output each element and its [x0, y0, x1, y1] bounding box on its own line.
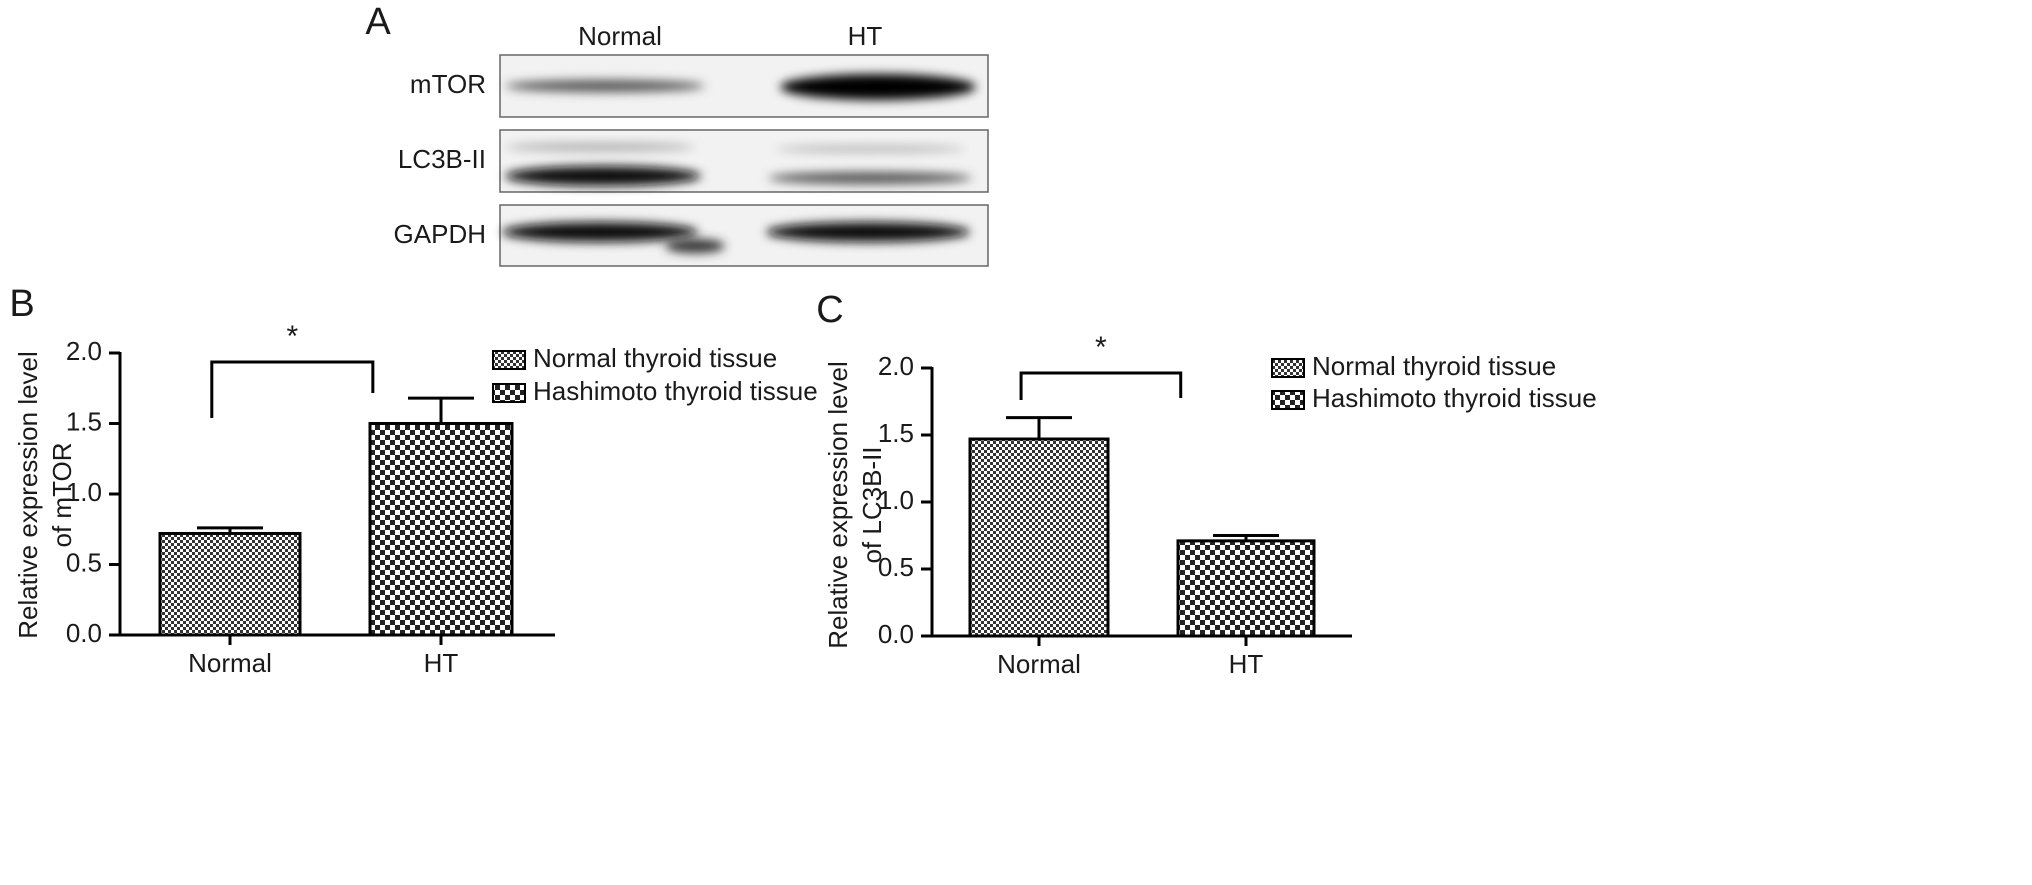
y-tick-label: 0.5 — [66, 547, 102, 577]
legend-swatch — [1271, 390, 1305, 410]
bar — [1176, 539, 1316, 638]
y-axis-label: Relative expression level — [823, 361, 853, 649]
bar — [158, 531, 302, 637]
y-axis-label: Relative expression level — [13, 351, 43, 639]
band-label: mTOR — [410, 69, 486, 99]
band-label: GAPDH — [394, 219, 486, 249]
y-axis-label: of LC3B-II — [857, 446, 887, 563]
lane-label: Normal — [578, 21, 662, 51]
panel-label: C — [816, 289, 843, 331]
legend-label: Normal thyroid tissue — [533, 343, 777, 373]
panel-label: B — [9, 283, 34, 325]
y-tick-label: 0.0 — [878, 619, 914, 649]
y-tick-label: 2.0 — [878, 351, 914, 381]
panel-label: A — [365, 1, 391, 43]
y-tick-label: 0.0 — [66, 618, 102, 648]
x-tick-label: Normal — [188, 648, 272, 678]
legend-swatch — [1271, 358, 1305, 378]
bar — [968, 437, 1110, 638]
legend-label: Hashimoto thyroid tissue — [533, 376, 818, 406]
significance-bracket — [1019, 371, 1183, 400]
bar — [368, 422, 514, 637]
significance-bracket — [210, 360, 375, 418]
legend-swatch — [492, 350, 526, 370]
significance-marker: * — [286, 320, 298, 353]
x-tick-label: HT — [424, 648, 459, 678]
legend-label: Hashimoto thyroid tissue — [1312, 383, 1597, 413]
y-tick-label: 1.5 — [878, 418, 914, 448]
legend-swatch — [492, 383, 526, 403]
significance-marker: * — [1095, 331, 1107, 364]
y-tick-label: 1.0 — [66, 477, 102, 507]
legend-label: Normal thyroid tissue — [1312, 351, 1556, 381]
y-tick-label: 1.5 — [66, 406, 102, 436]
x-tick-label: HT — [1229, 649, 1264, 679]
x-tick-label: Normal — [997, 649, 1081, 679]
y-tick-label: 2.0 — [66, 336, 102, 366]
lane-label: HT — [848, 21, 883, 51]
band-label: LC3B-II — [398, 144, 486, 174]
y-tick-label: 0.5 — [878, 552, 914, 582]
y-axis-label: of mTOR — [47, 443, 77, 548]
y-tick-label: 1.0 — [878, 485, 914, 515]
blot — [499, 54, 989, 267]
